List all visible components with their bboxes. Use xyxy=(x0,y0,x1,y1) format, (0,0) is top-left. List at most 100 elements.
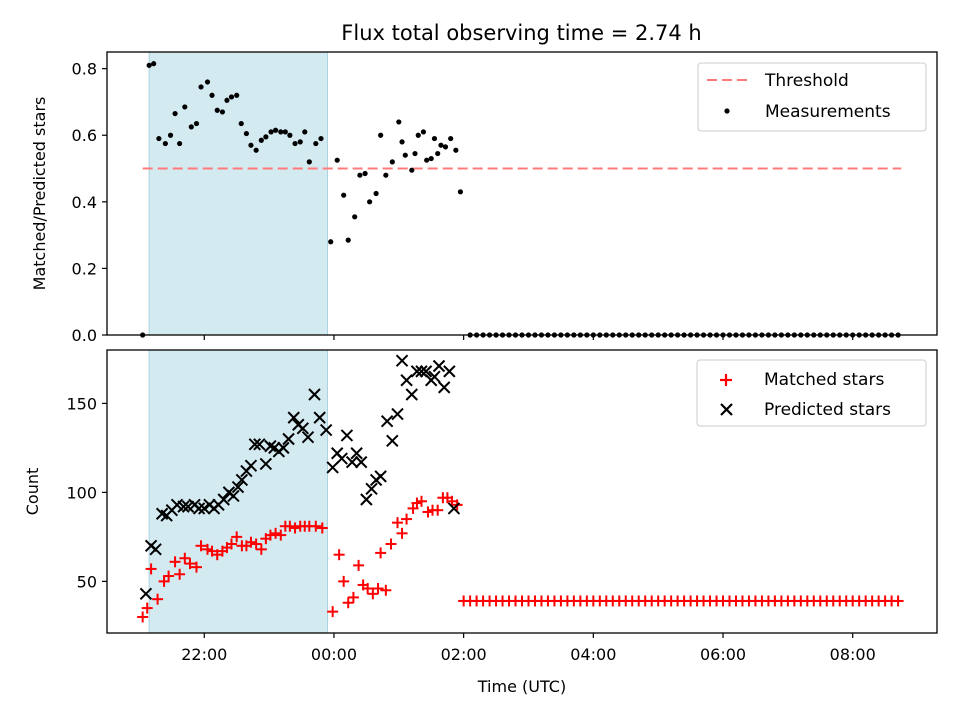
matched-star-point xyxy=(347,591,359,603)
measurement-point xyxy=(156,135,162,142)
matched-star-point xyxy=(169,556,181,568)
legend-measurements-swatch xyxy=(724,108,730,114)
predicted-star-point xyxy=(244,459,258,472)
predicted-star-point xyxy=(386,434,399,447)
measurement-point xyxy=(188,124,194,130)
time-x-tick-label: 00:00 xyxy=(311,645,357,664)
measurement-point xyxy=(412,150,418,157)
measurement-point xyxy=(172,110,178,117)
predicted-star-point xyxy=(443,365,456,378)
matched-star-point xyxy=(226,538,237,550)
legend-predicted-swatch xyxy=(720,403,733,416)
count-legend: Matched stars Predicted stars xyxy=(696,359,927,427)
ratio-axis-ticks: 0.0 0.2 0.4 0.6 0.8 xyxy=(72,60,854,345)
predicted-star-point xyxy=(139,587,153,601)
ratio-y-tick-label: 0.8 xyxy=(72,60,97,79)
time-x-tick-label: 22:00 xyxy=(181,645,227,664)
matched-star-point xyxy=(163,570,175,582)
matched-star-point xyxy=(152,593,164,605)
predicted-star-point xyxy=(227,489,240,503)
ratio-legend: Threshold Measurements xyxy=(697,62,927,132)
matched-star-point xyxy=(289,522,301,534)
predicted-star-point xyxy=(395,354,409,367)
matched-star-point xyxy=(284,520,296,532)
matched-star-point xyxy=(396,527,408,539)
predicted-star-point xyxy=(380,414,394,428)
time-x-tick-label: 06:00 xyxy=(700,645,746,664)
measurement-point xyxy=(162,140,168,147)
measurement-point xyxy=(334,157,340,163)
matched-star-point xyxy=(310,520,322,532)
measurement-point xyxy=(345,237,351,243)
matched-star-point xyxy=(190,561,202,573)
predicted-star-point xyxy=(287,411,300,424)
measurement-point xyxy=(243,130,250,137)
measurement-point xyxy=(282,129,288,135)
matched-star-point xyxy=(385,538,397,550)
measurement-point xyxy=(383,172,389,178)
matched-star-point xyxy=(179,552,191,564)
matched-star-point xyxy=(141,602,153,614)
measurement-point xyxy=(341,192,347,198)
matched-star-point xyxy=(342,597,354,609)
measurement-point xyxy=(352,214,358,220)
measurement-point xyxy=(399,139,405,145)
measurement-point xyxy=(204,79,211,85)
measurement-point xyxy=(263,134,269,140)
matched-star-point xyxy=(231,531,243,543)
ratio-y-tick-label: 0.2 xyxy=(72,259,97,278)
measurement-point xyxy=(457,189,463,195)
count-panel-frame xyxy=(106,349,938,634)
matched-star-point xyxy=(415,495,427,507)
measurement-point xyxy=(438,142,444,148)
measurement-point xyxy=(228,94,235,100)
predicted-star-point xyxy=(345,455,359,469)
matched-star-point xyxy=(316,522,328,534)
measurement-point xyxy=(306,159,312,165)
measurement-point xyxy=(448,135,454,142)
measurement-point xyxy=(424,157,430,163)
legend-predicted-label: Predicted stars xyxy=(764,400,891,420)
predicted-star-point xyxy=(282,432,295,446)
measurement-point xyxy=(357,172,363,178)
measurement-point xyxy=(234,92,240,98)
measurement-point xyxy=(224,97,230,103)
legend-measurements-label: Measurements xyxy=(765,102,891,122)
matched-star-point xyxy=(184,558,196,570)
matched-star-point xyxy=(270,527,282,539)
predicted-star-point xyxy=(277,441,290,455)
ratio-y-tick-label: 0.6 xyxy=(72,126,97,145)
predicted-star-point xyxy=(437,381,451,394)
time-x-tick-label: 08:00 xyxy=(830,645,876,664)
matched-star-point xyxy=(353,559,365,571)
predicted-stars-points xyxy=(139,354,461,601)
measurement-point xyxy=(389,159,395,165)
measurement-point xyxy=(146,62,152,68)
measurement-point xyxy=(435,150,441,157)
measurement-point xyxy=(367,199,373,205)
predicted-star-point xyxy=(264,439,277,453)
measurement-point xyxy=(409,167,415,173)
predicted-star-point xyxy=(365,482,378,496)
measurement-point xyxy=(415,132,421,138)
predicted-star-point xyxy=(296,422,310,435)
matched-star-point xyxy=(892,595,904,607)
measurement-point xyxy=(328,239,334,245)
measurement-point xyxy=(373,190,379,197)
measurement-point xyxy=(219,109,226,115)
measurement-point xyxy=(453,147,459,153)
measurement-point xyxy=(420,129,427,135)
measurement-point xyxy=(177,140,183,147)
matched-star-point xyxy=(264,529,276,541)
ratio-y-tick-label: 0.0 xyxy=(72,326,97,345)
predicted-star-point xyxy=(149,543,162,556)
time-x-tick-label: 04:00 xyxy=(570,645,616,664)
predicted-star-point xyxy=(253,438,266,451)
measurement-point xyxy=(182,104,188,110)
legend-matched-swatch xyxy=(720,374,732,386)
measurement-point xyxy=(292,140,298,147)
matched-stars-points xyxy=(137,492,904,623)
count-y-tick-label: 150 xyxy=(66,394,97,413)
predicted-star-point xyxy=(308,388,321,401)
measurement-point xyxy=(428,155,434,162)
